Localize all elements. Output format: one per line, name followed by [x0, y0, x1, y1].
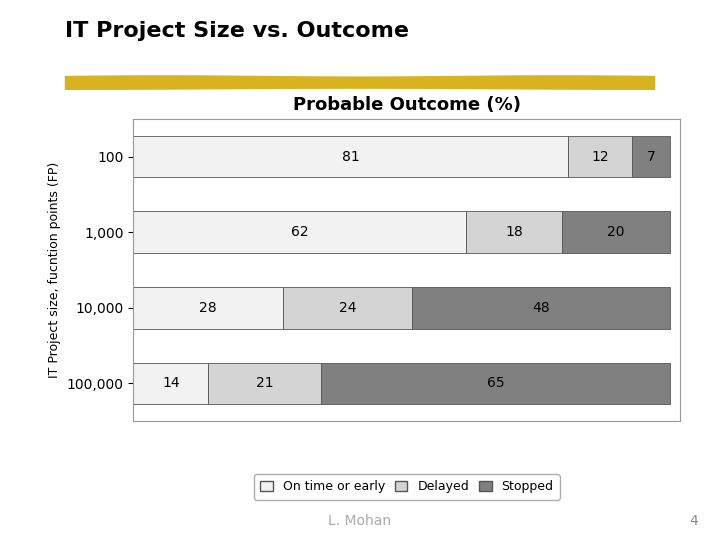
- Text: 21: 21: [256, 376, 274, 390]
- Bar: [133, 136, 568, 177]
- Text: 24: 24: [339, 301, 356, 315]
- Text: L. Mohan: L. Mohan: [328, 514, 392, 528]
- Polygon shape: [65, 75, 655, 90]
- Text: 62: 62: [291, 225, 308, 239]
- Text: 14: 14: [162, 376, 179, 390]
- Text: 20: 20: [607, 225, 625, 239]
- Bar: [208, 363, 321, 404]
- Legend: On time or early, Delayed, Stopped: On time or early, Delayed, Stopped: [254, 474, 560, 500]
- Text: IT Project Size vs. Outcome: IT Project Size vs. Outcome: [65, 22, 409, 42]
- Y-axis label: IT Project size, fucntion points (FP): IT Project size, fucntion points (FP): [48, 162, 61, 378]
- Bar: [562, 212, 670, 253]
- Title: Probable Outcome (%): Probable Outcome (%): [293, 97, 521, 114]
- Bar: [321, 363, 670, 404]
- Bar: [412, 287, 670, 328]
- Text: 65: 65: [487, 376, 504, 390]
- Bar: [133, 212, 466, 253]
- Bar: [284, 287, 412, 328]
- Text: 48: 48: [532, 301, 550, 315]
- Text: 18: 18: [505, 225, 523, 239]
- Bar: [133, 287, 284, 328]
- Bar: [466, 212, 562, 253]
- Text: 81: 81: [341, 150, 359, 164]
- Text: 4: 4: [690, 514, 698, 528]
- Text: 12: 12: [591, 150, 608, 164]
- Bar: [568, 136, 632, 177]
- Text: 28: 28: [199, 301, 217, 315]
- Text: 7: 7: [647, 150, 655, 164]
- Bar: [632, 136, 670, 177]
- Bar: [133, 363, 208, 404]
